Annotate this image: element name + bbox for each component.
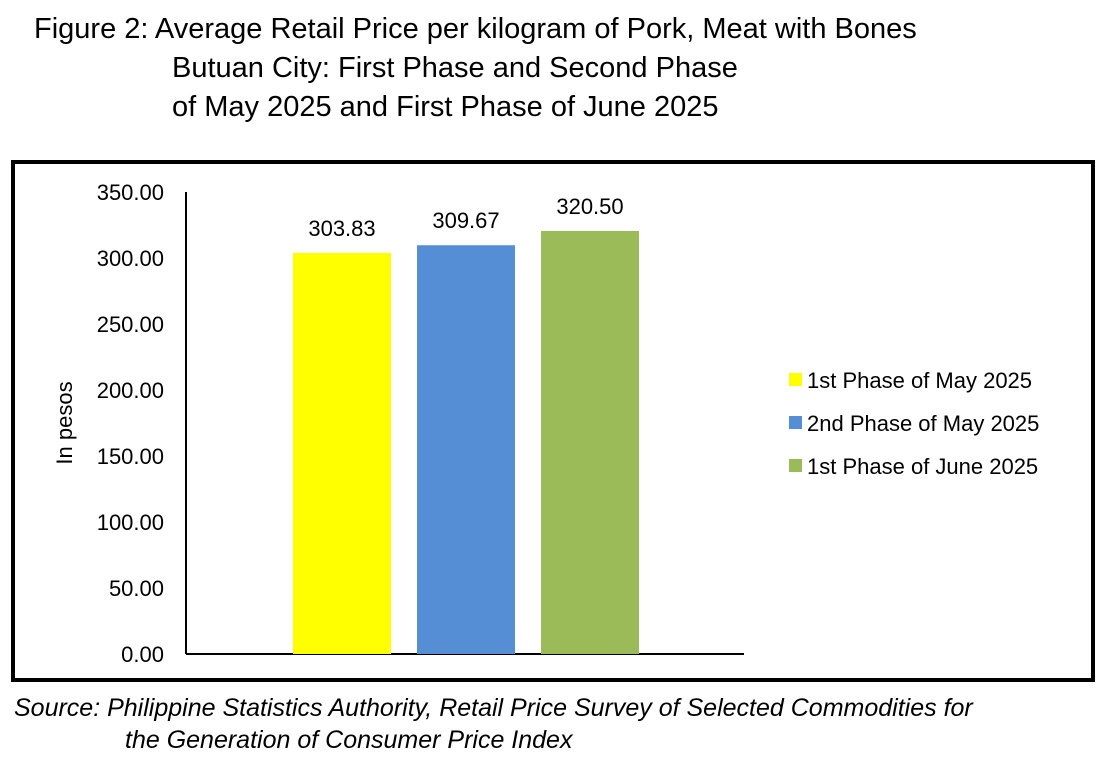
title-line-1: Figure 2: Average Retail Price per kilog…: [34, 13, 917, 45]
bar-2: [417, 245, 515, 654]
chart-frame: [11, 160, 1095, 682]
data-label-3: 320.50: [556, 194, 623, 219]
y-tick-label: 350.00: [97, 180, 164, 205]
y-tick-label: 100.00: [97, 510, 164, 535]
title-line-3: of May 2025 and First Phase of June 2025: [172, 91, 719, 123]
legend-label-1: 1st Phase of May 2025: [807, 368, 1032, 393]
chart-title: Figure 2: Average Retail Price per kilog…: [34, 10, 917, 127]
legend-swatch-3: [789, 459, 802, 472]
y-tick-label: 50.00: [109, 576, 164, 601]
source-line-2: the Generation of Consumer Price Index: [125, 726, 573, 754]
source-line-1: Source: Philippine Statistics Authority,…: [14, 694, 973, 722]
y-tick-label: 200.00: [97, 378, 164, 403]
legend-label-2: 2nd Phase of May 2025: [807, 411, 1039, 436]
data-label-1: 303.83: [308, 216, 375, 241]
bar-3: [541, 230, 639, 654]
data-label-2: 309.67: [432, 208, 499, 233]
source-note: Source: Philippine Statistics Authority,…: [14, 692, 973, 756]
legend-swatch-1: [789, 373, 802, 386]
title-line-2: Butuan City: First Phase and Second Phas…: [172, 52, 738, 84]
y-axis-ticks: 0.00 50.00 100.00 150.00 200.00 250.00 300.00 3…: [97, 180, 164, 667]
legend-swatch-2: [789, 416, 802, 429]
y-tick-label: 0.00: [121, 642, 164, 667]
y-axis-label: In pesos: [52, 381, 77, 464]
y-tick-label: 150.00: [97, 444, 164, 469]
y-tick-label: 300.00: [97, 246, 164, 271]
bar-1: [293, 252, 391, 654]
bars: 303.83 309.67 320.50: [293, 194, 639, 654]
y-tick-label: 250.00: [97, 312, 164, 337]
legend: 1st Phase of May 2025 2nd Phase of May 20…: [789, 368, 1039, 479]
legend-label-3: 1st Phase of June 2025: [807, 454, 1038, 479]
